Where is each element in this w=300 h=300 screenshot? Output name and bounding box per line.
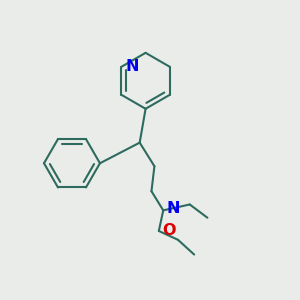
Text: N: N — [167, 200, 180, 215]
Text: N: N — [126, 59, 139, 74]
Text: O: O — [162, 223, 176, 238]
